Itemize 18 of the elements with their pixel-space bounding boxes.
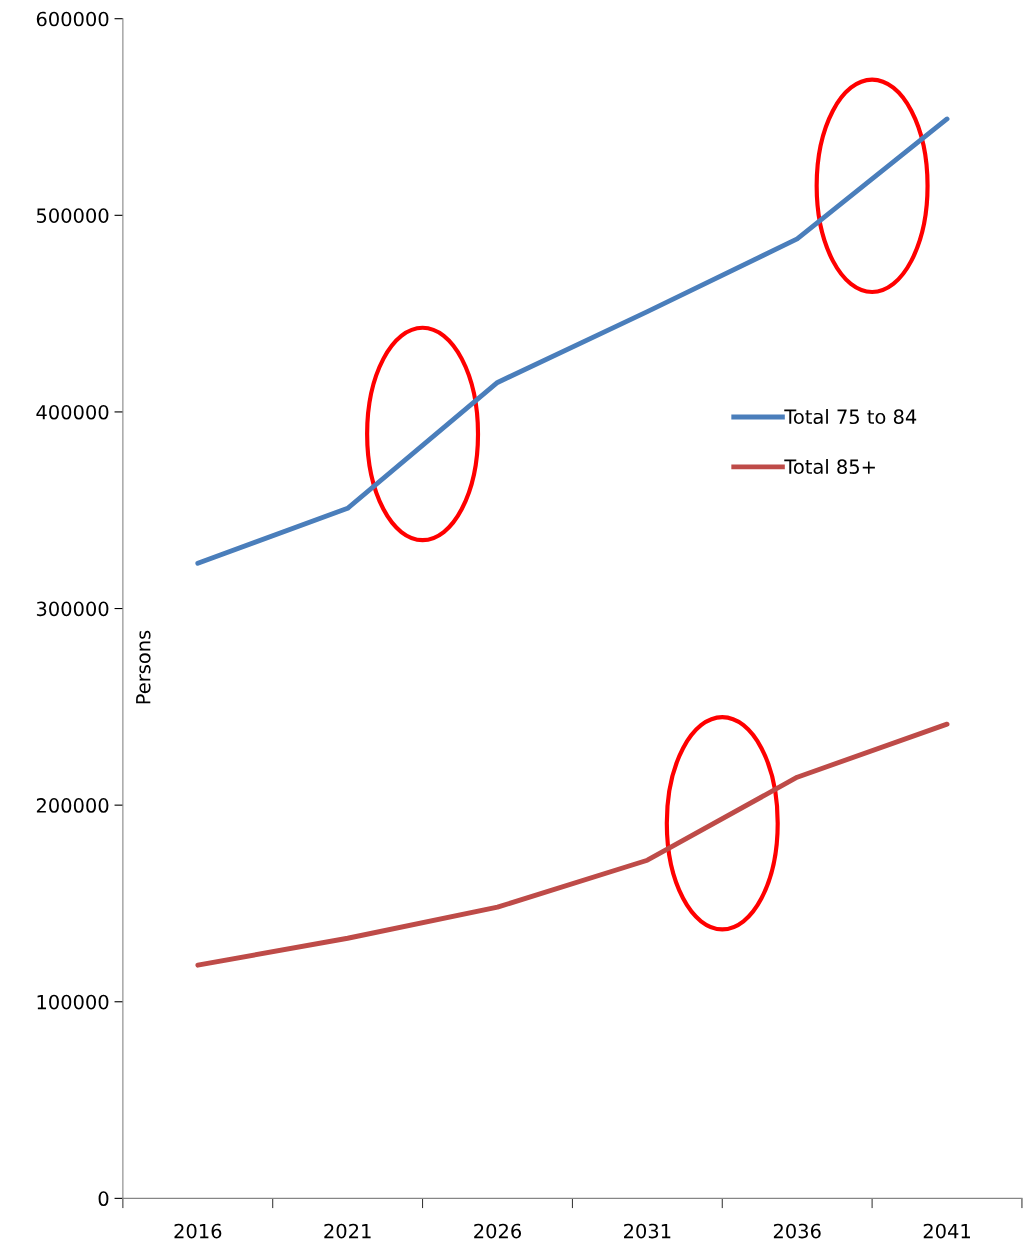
- y-tick-label: 200000: [36, 798, 109, 813]
- y-tick-label: 0: [98, 1191, 109, 1207]
- legend-label: Total 75 to 84: [784, 409, 917, 425]
- y-tick-label: 400000: [36, 404, 109, 420]
- x-tick-label: 2016: [174, 1223, 222, 1239]
- x-tick-label: 2021: [324, 1223, 371, 1239]
- y-tick-label: 300000: [36, 601, 109, 617]
- y-tick-label: 100000: [37, 994, 109, 1010]
- legend-label: Total 85+: [784, 458, 875, 474]
- y-tick-label: 600000: [36, 11, 109, 27]
- line-series: [195, 721, 950, 968]
- x-tick-label: 2031: [624, 1223, 671, 1239]
- y-tick-label: 500000: [36, 208, 109, 223]
- line-series: [195, 116, 950, 566]
- x-tick-label: 2041: [923, 1223, 970, 1239]
- y-axis-title: Persons: [136, 630, 151, 704]
- x-tick-label: 2026: [474, 1223, 522, 1239]
- x-tick-label: 2036: [773, 1223, 821, 1239]
